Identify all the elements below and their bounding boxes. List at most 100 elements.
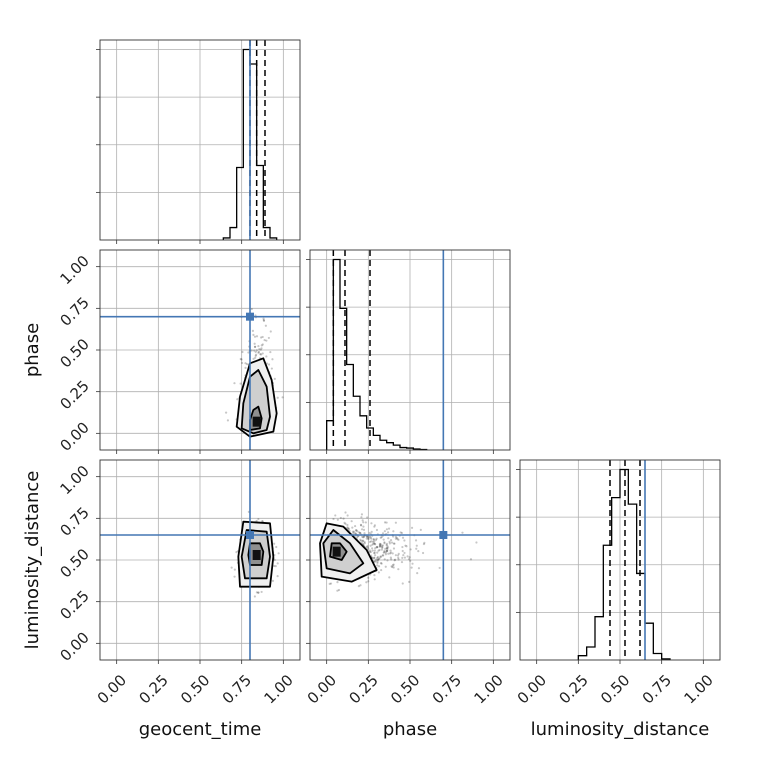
scatter-point bbox=[377, 565, 381, 568]
scatter-point bbox=[329, 582, 333, 585]
scatter-point bbox=[262, 318, 265, 322]
scatter-point bbox=[392, 542, 395, 545]
scatter-point bbox=[415, 544, 418, 547]
scatter-point bbox=[379, 544, 382, 548]
x-axis-label-luminosity-distance: luminosity_distance bbox=[531, 719, 710, 740]
scatter-point bbox=[379, 562, 383, 565]
scatter-point bbox=[360, 513, 364, 516]
scatter-point bbox=[336, 589, 339, 592]
scatter-point bbox=[255, 519, 258, 523]
scatter-point bbox=[374, 547, 377, 550]
scatter-point bbox=[360, 528, 364, 531]
x-tick-label: 0.50 bbox=[387, 671, 423, 707]
scatter-point bbox=[373, 574, 376, 577]
scatter-point bbox=[254, 354, 257, 357]
scatter-point bbox=[385, 542, 389, 545]
y-tick-label: 0.25 bbox=[56, 377, 92, 413]
scatter-point bbox=[255, 349, 258, 352]
scatter-point bbox=[375, 528, 379, 532]
scatter-point bbox=[269, 350, 272, 354]
histogram-panel-geocent-time bbox=[96, 39, 301, 244]
scatter-point bbox=[379, 555, 382, 558]
scatter-point bbox=[389, 551, 393, 554]
scatter-point bbox=[235, 550, 238, 554]
scatter-point bbox=[351, 526, 354, 529]
truth-marker bbox=[246, 531, 254, 539]
scatter-point bbox=[366, 516, 369, 519]
scatter-point bbox=[257, 591, 260, 594]
scatter-point bbox=[269, 330, 272, 333]
scatter-point bbox=[399, 531, 402, 534]
scatter-point bbox=[359, 524, 363, 527]
histogram-panel-phase bbox=[306, 249, 511, 454]
panel-content bbox=[310, 460, 510, 660]
scatter-point bbox=[378, 548, 381, 552]
scatter-point bbox=[373, 540, 376, 543]
scatter-point bbox=[378, 545, 382, 548]
scatter-point bbox=[369, 536, 372, 539]
scatter-point bbox=[346, 523, 349, 527]
scatter-panel-phase-luminosity-distance: 0.00 0.25 0.50 0.75 1.00 bbox=[304, 459, 511, 707]
scatter-point bbox=[381, 546, 384, 549]
x-tick-label: 0.00 bbox=[304, 671, 340, 707]
scatter-point bbox=[469, 558, 473, 561]
scatter-point bbox=[375, 545, 378, 549]
y-tick-label: 0.50 bbox=[56, 545, 92, 581]
scatter-point bbox=[390, 541, 394, 544]
scatter-point bbox=[381, 545, 384, 549]
contour-2sigma bbox=[240, 369, 271, 435]
scatter-point bbox=[421, 551, 425, 555]
scatter-point bbox=[382, 554, 385, 557]
scatter-point bbox=[373, 551, 376, 554]
scatter-point bbox=[410, 566, 413, 569]
scatter-point bbox=[378, 557, 381, 560]
scatter-point bbox=[376, 555, 379, 559]
scatter-point bbox=[377, 557, 381, 561]
scatter-point bbox=[417, 567, 421, 570]
scatter-point bbox=[385, 528, 389, 531]
scatter-point bbox=[375, 537, 378, 540]
scatter-point bbox=[276, 562, 279, 565]
scatter-point bbox=[461, 531, 464, 534]
scatter-point bbox=[226, 419, 230, 422]
scatter-point bbox=[410, 526, 414, 529]
scatter-point bbox=[361, 519, 364, 522]
scatter-point bbox=[368, 535, 371, 538]
scatter-point bbox=[379, 555, 383, 558]
scatter-point bbox=[359, 531, 362, 535]
scatter-point bbox=[402, 554, 405, 557]
scatter-point bbox=[403, 556, 407, 559]
scatter-point bbox=[336, 518, 339, 521]
scatter-point bbox=[254, 353, 258, 356]
scatter-point bbox=[371, 547, 374, 550]
scatter-point bbox=[370, 522, 373, 525]
scatter-point bbox=[392, 563, 395, 566]
scatter-point bbox=[260, 347, 263, 350]
scatter-point bbox=[367, 576, 370, 579]
scatter-point bbox=[422, 542, 426, 546]
scatter-point bbox=[253, 342, 256, 345]
scatter-point bbox=[265, 339, 268, 342]
scatter-point bbox=[355, 529, 358, 532]
x-tick-label: 0.75 bbox=[639, 671, 675, 707]
scatter-point bbox=[397, 568, 400, 571]
scatter-point bbox=[247, 351, 250, 354]
scatter-point bbox=[388, 542, 391, 545]
scatter-point bbox=[276, 575, 279, 578]
scatter-point bbox=[236, 398, 239, 401]
scatter-point bbox=[239, 357, 242, 361]
scatter-point bbox=[359, 523, 363, 526]
scatter-point bbox=[396, 554, 400, 557]
scatter-point bbox=[344, 511, 347, 514]
scatter-point bbox=[390, 558, 393, 561]
scatter-point bbox=[377, 571, 380, 574]
scatter-point bbox=[415, 547, 418, 550]
scatter-point bbox=[259, 352, 262, 356]
scatter-point bbox=[233, 568, 236, 571]
panel-frame bbox=[99, 249, 301, 451]
scatter-point bbox=[411, 562, 414, 565]
scatter-point bbox=[385, 521, 388, 524]
scatter-point bbox=[260, 344, 263, 347]
scatter-point bbox=[397, 552, 400, 555]
scatter-point bbox=[241, 361, 244, 365]
